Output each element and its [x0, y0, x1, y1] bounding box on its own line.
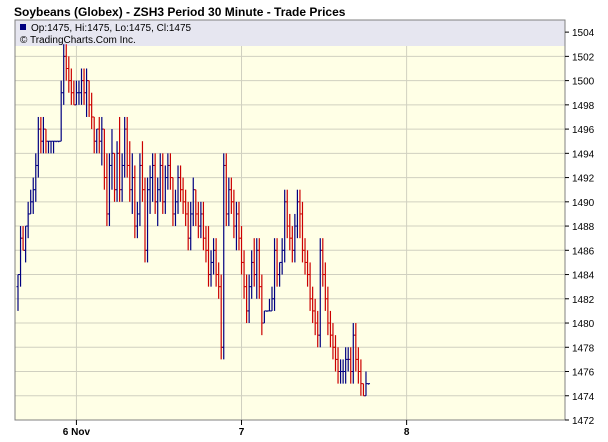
legend-swatch: [20, 24, 26, 30]
y-tick-label: 1500: [572, 77, 595, 88]
y-tick-label: 1490: [572, 198, 595, 209]
legend-quote: Op:1475, Hi:1475, Lo:1475, Cl:1475: [31, 23, 192, 34]
x-tick-label: 8: [404, 427, 410, 438]
chart-title: Soybeans (Globex) - ZSH3 Period 30 Minut…: [14, 5, 346, 19]
legend-credit: © TradingCharts.Com Inc.: [20, 35, 136, 46]
x-tick-label: 6 Nov: [63, 427, 91, 438]
x-tick-label: 7: [239, 427, 245, 438]
y-tick-label: 1494: [572, 149, 595, 160]
y-tick-label: 1486: [572, 246, 595, 257]
y-tick-label: 1480: [572, 319, 595, 330]
plot-frame: [14, 19, 566, 421]
y-axis: 1472 1474 1476 1478 1480 1482 1484 1486 1488 1490…: [565, 28, 595, 427]
y-tick-label: 1478: [572, 343, 595, 354]
x-axis: 6 Nov 7 8: [63, 420, 410, 438]
legend-box: [15, 20, 565, 46]
y-tick-label: 1502: [572, 52, 595, 63]
y-tick-label: 1474: [572, 392, 595, 403]
y-tick-label: 1472: [572, 416, 595, 427]
y-tick-label: 1482: [572, 295, 595, 306]
y-tick-label: 1488: [572, 222, 595, 233]
y-tick-label: 1484: [572, 271, 595, 282]
y-tick-label: 1496: [572, 125, 595, 136]
price-bars: [16, 44, 371, 397]
y-tick-label: 1498: [572, 101, 595, 112]
y-tick-label: 1492: [572, 174, 595, 185]
ohlc-bar: [367, 383, 371, 385]
y-tick-label: 1504: [572, 28, 595, 39]
y-tick-label: 1476: [572, 368, 595, 379]
